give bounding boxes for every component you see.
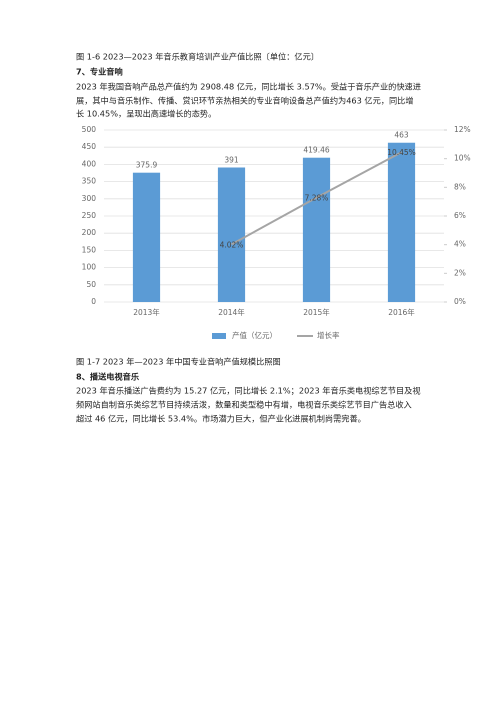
x-tick-label: 2013年 <box>133 307 160 317</box>
paragraph-line: 长 10.45%，呈现出高速增长的态势。 <box>76 109 216 119</box>
bar <box>387 142 416 302</box>
heading: 8、播送电视音乐 <box>76 372 140 382</box>
y2-tick-label: 10% <box>454 154 471 163</box>
data-label: 4.02% <box>220 240 244 249</box>
y-tick-label: 250 <box>82 211 97 220</box>
line <box>231 151 402 246</box>
legend-label: 产值（亿元） <box>232 330 277 340</box>
y2-tick-label: 8% <box>454 182 466 191</box>
x-tick-label: 2016年 <box>388 307 415 317</box>
y2-tick-label: 12% <box>454 125 471 134</box>
data-label: 391 <box>224 155 239 164</box>
y2-tick-label: 0% <box>454 297 466 306</box>
y-tick-label: 400 <box>82 159 97 168</box>
bar <box>132 172 161 302</box>
y-tick-label: 0 <box>91 297 96 306</box>
data-label: 463 <box>394 131 409 140</box>
heading: 7、专业音响 <box>76 67 123 77</box>
legend-label: 增长率 <box>317 330 340 340</box>
y2-tick-label: 2% <box>454 268 466 277</box>
y-tick-label: 500 <box>82 125 97 134</box>
legend-swatch <box>212 333 226 339</box>
bar <box>217 167 246 302</box>
paragraph-line: 超过 46 亿元，同比增长 53.4%。市场潜力巨大，但产业化进展机制尚需完善。 <box>76 414 366 424</box>
y2-tick-label: 6% <box>454 211 466 220</box>
bar <box>302 157 331 302</box>
paragraph-line: 展，其中与音乐制作、传播、赏识环节亲热相关的专业音响设备总产值约为463 亿元，… <box>76 96 414 106</box>
y-tick-label: 50 <box>86 280 96 289</box>
y-tick-label: 300 <box>82 194 97 203</box>
caption: 图 1-6 2023—2023 年音乐教育培训产业产值比照〔单位：亿元〕 <box>76 52 319 62</box>
caption: 图 1-7 2023 年—2023 年中国专业音响产值规模比照图 <box>76 357 281 367</box>
data-label: 7.28% <box>305 194 329 203</box>
x-tick-label: 2014年 <box>218 307 245 317</box>
y-tick-label: 150 <box>82 245 97 254</box>
data-label: 10.45% <box>387 148 416 157</box>
y-tick-label: 450 <box>82 142 97 151</box>
paragraph-line: 2023 年我国音响产品总产值约为 2908.48 亿元，同比增长 3.57%。… <box>76 82 421 92</box>
paragraph-line: 2023 年音乐播送广告费约为 15.27 亿元，同比增长 2.1%；2023 … <box>76 386 421 396</box>
data-label: 419.46 <box>303 146 329 155</box>
y-tick-label: 200 <box>82 228 97 237</box>
paragraph-line: 频网站自制音乐类综艺节目持续活泼，数量和类型稳中有增，电视音乐类综艺节目广告总收… <box>76 400 412 410</box>
x-tick-label: 2015年 <box>303 307 330 317</box>
y-tick-label: 350 <box>82 177 97 186</box>
y-tick-label: 100 <box>82 263 97 272</box>
y2-tick-label: 4% <box>454 240 466 249</box>
data-label: 375.9 <box>136 161 158 170</box>
